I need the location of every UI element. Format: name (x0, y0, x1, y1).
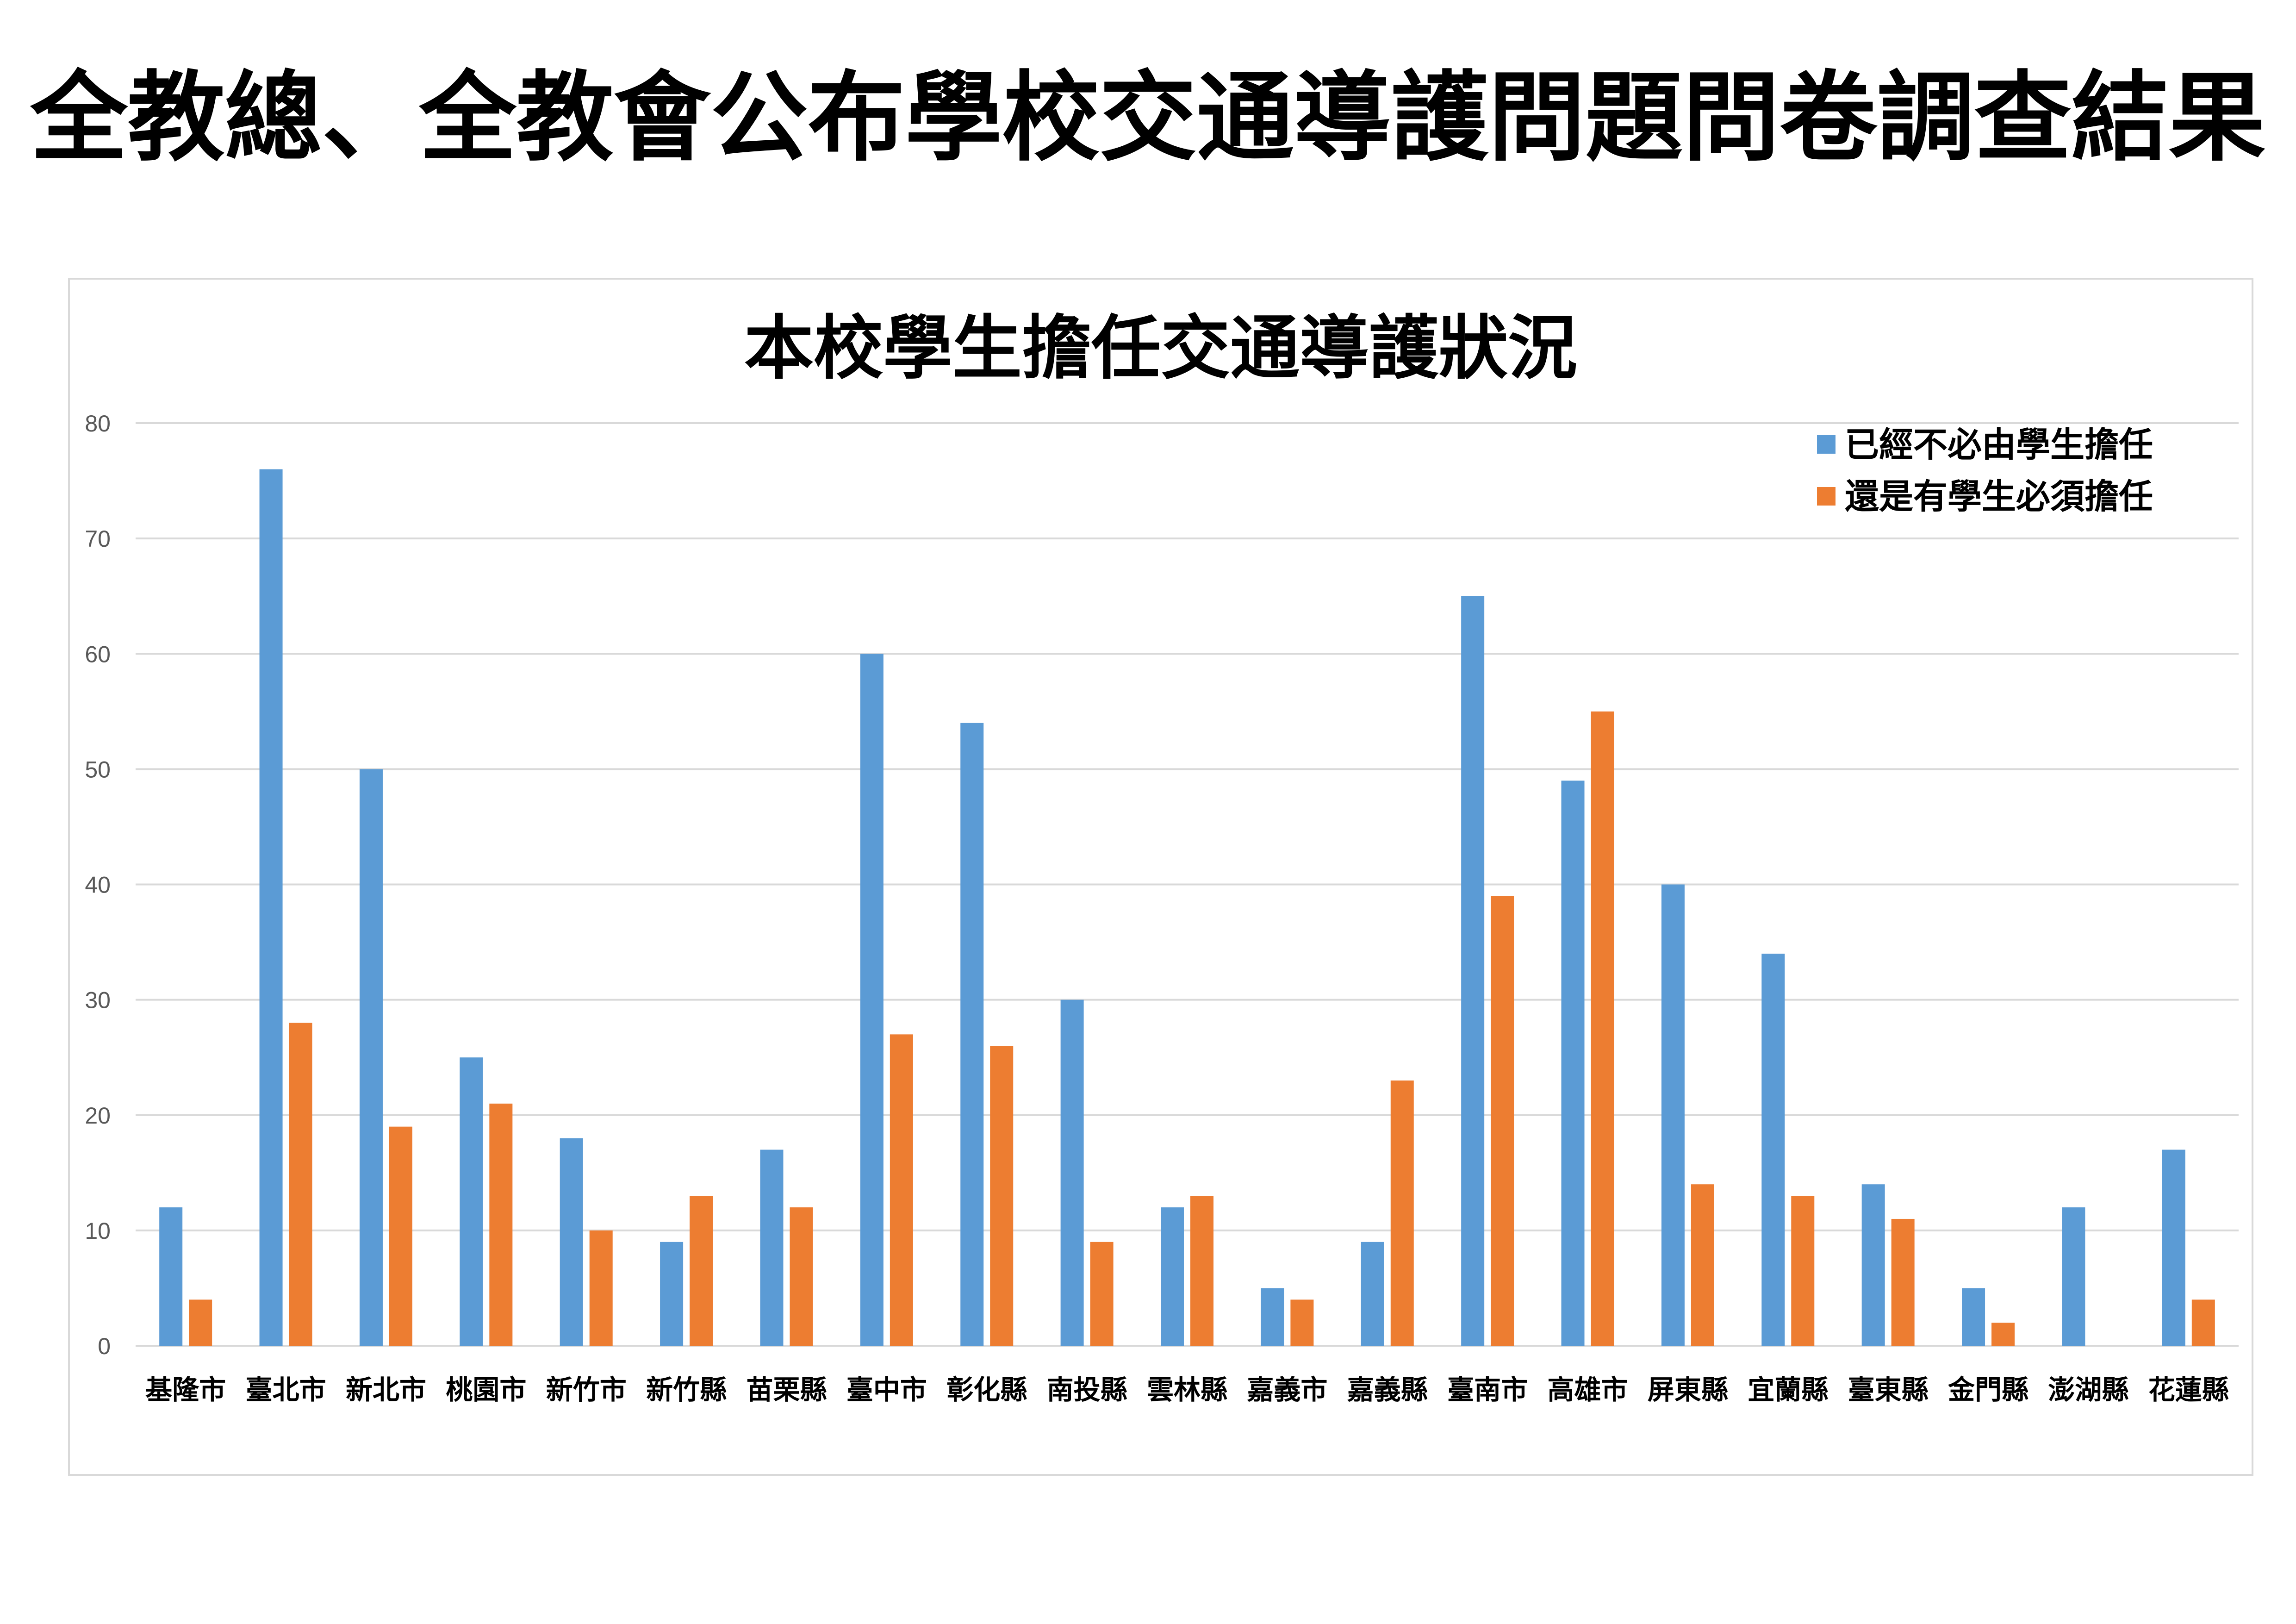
x-tick-label: 桃園市 (446, 1374, 526, 1405)
bar-2-16 (1791, 1196, 1815, 1346)
x-tick-label: 雲林縣 (1147, 1374, 1227, 1405)
x-tick-label: 花蓮縣 (2148, 1374, 2229, 1405)
bar-2-0 (189, 1299, 212, 1346)
y-tick-label: 80 (85, 411, 111, 437)
bar-1-9 (1060, 999, 1084, 1346)
chart-title: 本校學生擔任交通導護狀況 (744, 308, 1577, 389)
y-tick-label: 40 (85, 872, 111, 898)
bar-2-1 (289, 1023, 312, 1346)
bar-1-19 (2062, 1207, 2085, 1346)
bar-1-18 (1962, 1288, 1985, 1346)
legend-label-2: 還是有學生必須擔任 (1845, 477, 2153, 517)
bar-2-18 (1991, 1323, 2015, 1346)
bar-2-15 (1691, 1184, 1714, 1346)
bar-2-5 (690, 1196, 713, 1346)
x-tick-label: 南投縣 (1047, 1374, 1127, 1405)
x-tick-label: 金門縣 (1948, 1374, 2028, 1405)
bar-2-7 (890, 1034, 913, 1346)
x-tick-label: 嘉義縣 (1347, 1374, 1428, 1405)
bar-1-7 (860, 654, 884, 1346)
x-tick-label: 苗栗縣 (746, 1374, 827, 1405)
bar-1-16 (1761, 953, 1785, 1346)
bar-2-10 (1190, 1196, 1213, 1346)
bar-1-20 (2162, 1149, 2185, 1346)
y-tick-label: 20 (85, 1103, 111, 1129)
bar-2-13 (1491, 896, 1514, 1346)
bar-1-10 (1161, 1207, 1184, 1346)
gridlines (136, 422, 2239, 1347)
bars (159, 469, 2215, 1346)
bar-2-17 (1891, 1218, 1915, 1346)
x-axis: 基隆市 臺北市 新北市 桃園市 新竹市 新竹縣 苗栗縣 臺中市 彰化縣 南投縣 雲林縣 嘉義市 嘉義縣臺… (145, 1374, 2229, 1405)
y-tick-label: 10 (85, 1218, 111, 1244)
bar-1-15 (1661, 884, 1685, 1346)
bar-2-8 (990, 1046, 1014, 1346)
bar-1-17 (1861, 1184, 1885, 1346)
x-tick-label: 臺北市 (246, 1374, 326, 1405)
y-tick-label: 70 (85, 526, 111, 552)
bar-2-4 (589, 1230, 613, 1346)
y-tick-label: 0 (98, 1333, 111, 1359)
x-tick-label: 嘉義市 (1247, 1374, 1327, 1405)
x-tick-label: 高雄市 (1548, 1374, 1628, 1405)
x-tick-label: 基隆市 (145, 1374, 226, 1405)
bar-2-3 (489, 1103, 513, 1346)
bar-1-3 (460, 1057, 483, 1346)
bar-1-0 (159, 1207, 183, 1346)
legend-label-1: 已經不必由學生擔任 (1845, 425, 2153, 465)
bar-1-2 (359, 769, 383, 1346)
chart: 本校學生擔任交通導護狀況 0 10 20 30 40 50 60 70 80 基隆市 臺北市 新北市… (85, 308, 2239, 1405)
y-tick-label: 50 (85, 756, 111, 782)
bar-1-4 (560, 1138, 583, 1346)
x-tick-label: 新北市 (346, 1374, 426, 1405)
bar-2-11 (1290, 1299, 1314, 1346)
chart-frame: 本校學生擔任交通導護狀況 0 10 20 30 40 50 60 70 80 基隆市 臺北市 新北市… (68, 278, 2253, 1476)
bar-1-13 (1461, 596, 1485, 1346)
bar-2-12 (1390, 1081, 1414, 1346)
x-tick-label: 澎湖縣 (2048, 1374, 2128, 1405)
bar-2-6 (790, 1207, 813, 1346)
y-axis: 0 10 20 30 40 50 60 70 80 (85, 411, 111, 1359)
legend-swatch-2 (1817, 487, 1836, 506)
page-title: 全教總、全教會公布學校交通導護問題問卷調查結果 (30, 61, 2266, 175)
legend-swatch-1 (1817, 435, 1836, 454)
x-tick-label: 臺中市 (846, 1374, 927, 1405)
y-tick-label: 60 (85, 641, 111, 667)
bar-1-8 (960, 723, 984, 1346)
bar-2-20 (2191, 1299, 2215, 1346)
bar-1-1 (259, 469, 283, 1346)
bar-2-14 (1591, 711, 1614, 1346)
bar-1-12 (1361, 1242, 1384, 1346)
x-tick-label: 宜蘭縣 (1748, 1374, 1828, 1405)
bar-1-6 (760, 1149, 784, 1346)
bar-1-5 (660, 1242, 684, 1346)
x-tick-label: 新竹縣 (646, 1374, 727, 1405)
x-tick-label: 臺東縣 (1848, 1374, 1929, 1405)
x-tick-label: 屏東縣 (1648, 1374, 1728, 1405)
bar-2-2 (389, 1126, 412, 1346)
y-tick-label: 30 (85, 987, 111, 1013)
bar-1-14 (1561, 781, 1585, 1346)
x-tick-label: 新竹市 (546, 1374, 627, 1405)
bar-2-9 (1090, 1242, 1114, 1346)
x-tick-label: 臺南市 (1447, 1374, 1528, 1405)
x-tick-label: 彰化縣 (946, 1374, 1027, 1405)
bar-1-11 (1261, 1288, 1284, 1346)
